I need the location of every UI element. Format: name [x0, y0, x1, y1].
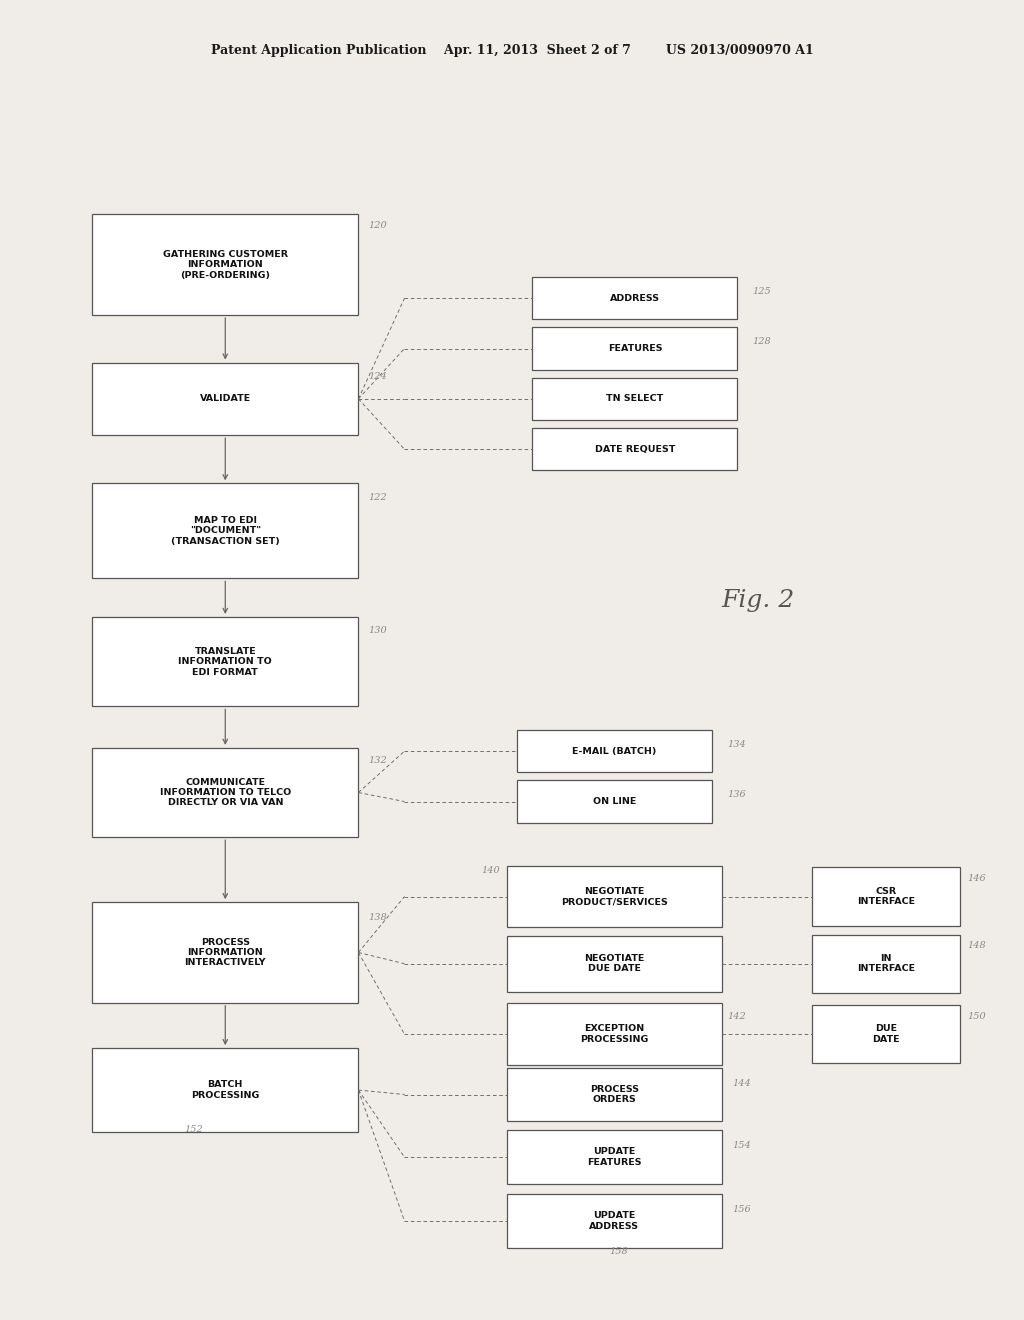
- Text: Patent Application Publication    Apr. 11, 2013  Sheet 2 of 7        US 2013/009: Patent Application Publication Apr. 11, …: [211, 44, 813, 57]
- Text: GATHERING CUSTOMER
INFORMATION
(PRE-ORDERING): GATHERING CUSTOMER INFORMATION (PRE-ORDE…: [163, 249, 288, 280]
- Text: 146: 146: [968, 874, 986, 883]
- FancyBboxPatch shape: [507, 866, 722, 928]
- Text: E-MAIL (BATCH): E-MAIL (BATCH): [572, 747, 656, 755]
- FancyBboxPatch shape: [507, 936, 722, 991]
- Text: 150: 150: [968, 1011, 986, 1020]
- FancyBboxPatch shape: [92, 748, 358, 837]
- Text: IN
INTERFACE: IN INTERFACE: [857, 954, 914, 973]
- Text: 156: 156: [732, 1205, 751, 1214]
- FancyBboxPatch shape: [92, 363, 358, 436]
- Text: 128: 128: [753, 338, 771, 346]
- FancyBboxPatch shape: [92, 616, 358, 706]
- Text: 142: 142: [727, 1011, 745, 1020]
- Text: Fig. 2: Fig. 2: [721, 589, 795, 611]
- FancyBboxPatch shape: [517, 730, 712, 772]
- Text: ADDRESS: ADDRESS: [610, 294, 659, 302]
- Text: EXCEPTION
PROCESSING: EXCEPTION PROCESSING: [581, 1024, 648, 1044]
- Text: 148: 148: [968, 941, 986, 950]
- Text: 138: 138: [369, 913, 387, 923]
- Text: VALIDATE: VALIDATE: [200, 395, 251, 404]
- Text: BATCH
PROCESSING: BATCH PROCESSING: [191, 1080, 259, 1100]
- Text: 158: 158: [609, 1246, 628, 1255]
- FancyBboxPatch shape: [517, 780, 712, 822]
- FancyBboxPatch shape: [92, 483, 358, 578]
- FancyBboxPatch shape: [811, 1005, 961, 1063]
- Text: DATE REQUEST: DATE REQUEST: [595, 445, 675, 454]
- FancyBboxPatch shape: [92, 902, 358, 1003]
- FancyBboxPatch shape: [92, 1048, 358, 1133]
- FancyBboxPatch shape: [92, 214, 358, 315]
- Text: NEGOTIATE
DUE DATE: NEGOTIATE DUE DATE: [585, 954, 644, 973]
- Text: 132: 132: [369, 755, 387, 764]
- Text: DUE
DATE: DUE DATE: [872, 1024, 899, 1044]
- Text: 152: 152: [184, 1125, 203, 1134]
- FancyBboxPatch shape: [507, 1068, 722, 1122]
- Text: TRANSLATE
INFORMATION TO
EDI FORMAT: TRANSLATE INFORMATION TO EDI FORMAT: [178, 647, 272, 677]
- FancyBboxPatch shape: [811, 867, 961, 925]
- FancyBboxPatch shape: [811, 935, 961, 993]
- Text: 122: 122: [369, 492, 387, 502]
- Text: MAP TO EDI
"DOCUMENT"
(TRANSACTION SET): MAP TO EDI "DOCUMENT" (TRANSACTION SET): [171, 516, 280, 545]
- Text: 154: 154: [732, 1142, 751, 1151]
- FancyBboxPatch shape: [507, 1195, 722, 1247]
- Text: TN SELECT: TN SELECT: [606, 395, 664, 404]
- FancyBboxPatch shape: [532, 327, 737, 370]
- FancyBboxPatch shape: [532, 378, 737, 420]
- Text: 136: 136: [727, 791, 745, 800]
- Text: COMMUNICATE
INFORMATION TO TELCO
DIRECTLY OR VIA VAN: COMMUNICATE INFORMATION TO TELCO DIRECTL…: [160, 777, 291, 808]
- Text: PROCESS
ORDERS: PROCESS ORDERS: [590, 1085, 639, 1105]
- FancyBboxPatch shape: [507, 1003, 722, 1065]
- Text: 124: 124: [369, 372, 387, 381]
- Text: PROCESS
INFORMATION
INTERACTIVELY: PROCESS INFORMATION INTERACTIVELY: [184, 937, 266, 968]
- FancyBboxPatch shape: [507, 1130, 722, 1184]
- Text: FEATURES: FEATURES: [607, 345, 663, 352]
- Text: CSR
INTERFACE: CSR INTERFACE: [857, 887, 914, 907]
- Text: UPDATE
ADDRESS: UPDATE ADDRESS: [590, 1212, 639, 1230]
- FancyBboxPatch shape: [532, 428, 737, 470]
- Text: 134: 134: [727, 741, 745, 748]
- Text: 120: 120: [369, 220, 387, 230]
- FancyBboxPatch shape: [532, 277, 737, 319]
- Text: 125: 125: [753, 286, 771, 296]
- Text: UPDATE
FEATURES: UPDATE FEATURES: [587, 1147, 642, 1167]
- Text: ON LINE: ON LINE: [593, 797, 636, 807]
- Text: 144: 144: [732, 1078, 751, 1088]
- Text: 140: 140: [481, 866, 500, 875]
- Text: NEGOTIATE
PRODUCT/SERVICES: NEGOTIATE PRODUCT/SERVICES: [561, 887, 668, 907]
- Text: 130: 130: [369, 626, 387, 635]
